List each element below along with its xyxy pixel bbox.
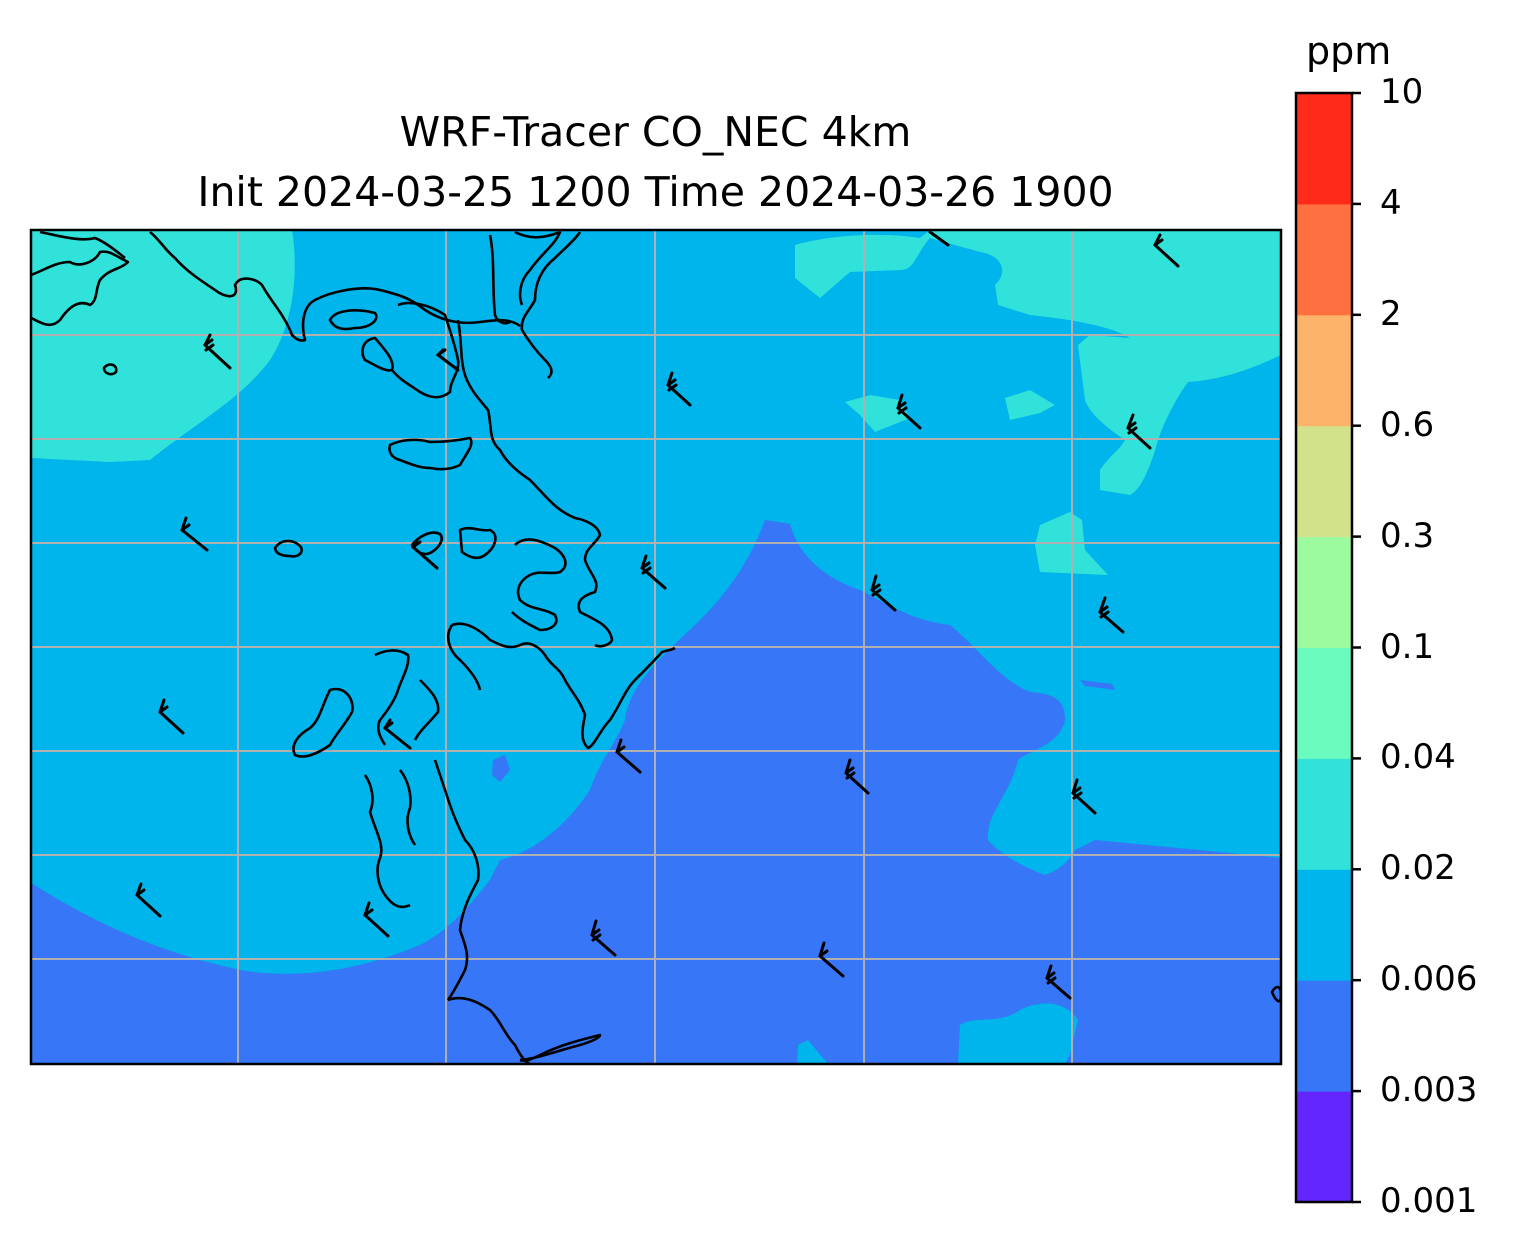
field-mid-patch-small1 bbox=[492, 755, 510, 782]
colorbar-tick-label: 0.006 bbox=[1380, 959, 1478, 1000]
colorbar-tick-label: 4 bbox=[1380, 182, 1402, 223]
colorbar-segment bbox=[1296, 536, 1352, 648]
map-title-line2: Init 2024-03-25 1200 Time 2024-03-26 190… bbox=[197, 168, 1114, 216]
field-high-patch2 bbox=[1005, 390, 1055, 420]
map-title-line1: WRF-Tracer CO_NEC 4km bbox=[399, 108, 912, 156]
field-mid-patch-small2 bbox=[1080, 680, 1115, 690]
field-mid-patch-south bbox=[958, 1003, 1078, 1064]
colorbar-tick-label: 10 bbox=[1380, 72, 1424, 112]
colorbar-segment bbox=[1296, 869, 1352, 981]
colorbar-segment bbox=[1296, 93, 1352, 205]
map-frame bbox=[29, 228, 1283, 1066]
colorbar-segment bbox=[1296, 647, 1352, 759]
colorbar-tick-label: 0.6 bbox=[1380, 404, 1435, 445]
colorbar-tick-label: 0.001 bbox=[1380, 1181, 1478, 1221]
coastlines bbox=[31, 230, 1281, 1064]
colorbar-tick-label: 2 bbox=[1380, 293, 1402, 334]
field-mid-patch-east bbox=[1075, 760, 1281, 858]
colorbar-segment bbox=[1296, 1091, 1352, 1203]
colorbar-segment bbox=[1296, 425, 1352, 538]
colorbar-segment bbox=[1296, 758, 1352, 870]
field-mid-patch-south2 bbox=[797, 1040, 828, 1064]
wind-barbs bbox=[135, 230, 1180, 1000]
colorbar-segment bbox=[1296, 980, 1352, 1092]
colorbar-tick-label: 0.02 bbox=[1380, 848, 1456, 889]
colorbar-tick-label: 0.3 bbox=[1380, 515, 1435, 556]
colorbar-tick-label: 0.1 bbox=[1380, 626, 1435, 667]
colorbar-tick-label: 0.04 bbox=[1380, 737, 1456, 778]
field-high-ne bbox=[795, 230, 1281, 495]
gridlines bbox=[31, 230, 1281, 1064]
colorbar-units-label: ppm bbox=[1306, 29, 1392, 73]
colorbar-segment bbox=[1296, 203, 1352, 316]
colorbar-segment bbox=[1296, 314, 1352, 427]
field-high-patch1 bbox=[845, 395, 910, 432]
colorbar-tick-label: 0.003 bbox=[1380, 1070, 1478, 1111]
